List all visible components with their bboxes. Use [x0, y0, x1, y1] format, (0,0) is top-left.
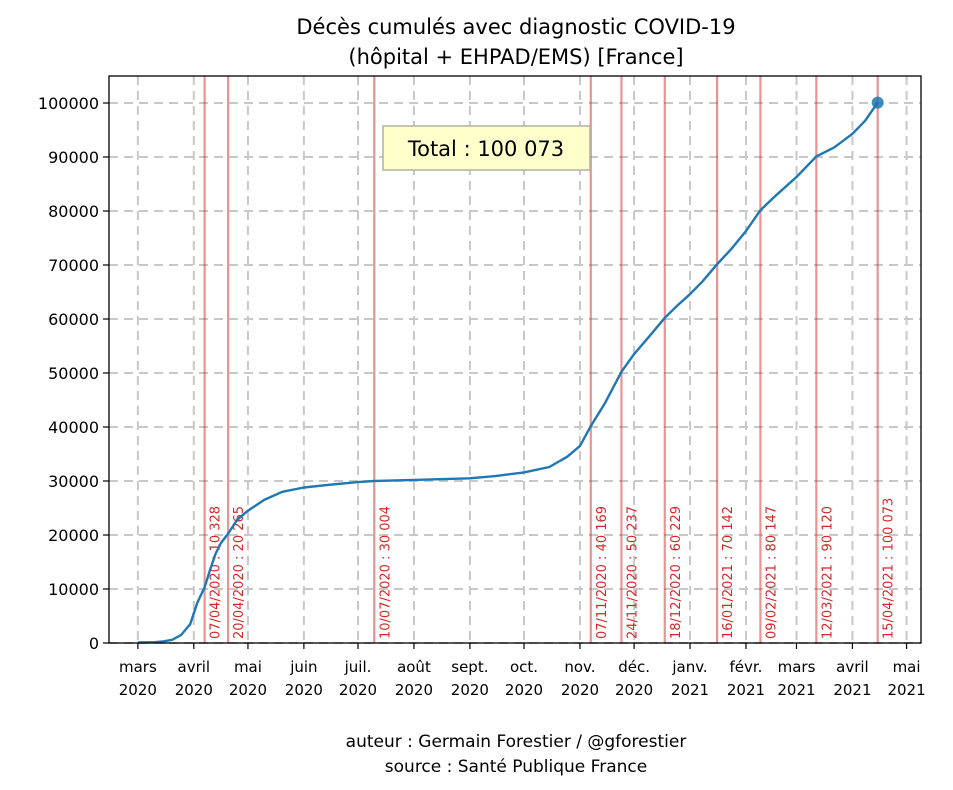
x-tick-label-month: mai [234, 658, 262, 676]
x-tick-label-month: mars [778, 658, 816, 676]
x-tick-label-month: mai [893, 658, 921, 676]
total-annotation-box [382, 125, 591, 171]
marker-label: 12/03/2021 : 90 120 [820, 506, 835, 639]
y-tick-label: 10000 [48, 580, 99, 599]
marker-label: 09/02/2021 : 80 147 [764, 506, 779, 639]
marker-label: 10/07/2020 : 30 004 [378, 506, 393, 639]
y-tick-label: 70000 [48, 256, 99, 275]
x-tick-label-month: oct. [510, 658, 538, 676]
x-tick-label-month: mars [119, 658, 157, 676]
x-tick-label-year: 2020 [505, 681, 543, 699]
x-tick-label-year: 2020 [451, 681, 489, 699]
x-tick-label-year: 2020 [119, 681, 157, 699]
chart-title-line-2: (hôpital + EHPAD/EMS) [France] [348, 45, 683, 69]
x-tick-label-month: avril [836, 658, 869, 676]
marker-label: 16/01/2021 : 70 142 [721, 506, 736, 639]
x-tick-label-year: 2021 [833, 681, 871, 699]
series-layer [137, 96, 884, 644]
x-tick-label-month: nov. [564, 658, 595, 676]
x-tick-label-month: juil. [344, 658, 372, 676]
x-tick-label-year: 2020 [395, 681, 433, 699]
marker-label: 18/12/2020 : 60 229 [669, 506, 684, 639]
x-axis: mars 2020 avril 2020 mai 2020 juin 2020 juil. 202… [119, 643, 926, 699]
x-tick-label-year: 2021 [777, 681, 815, 699]
marker-label: 07/04/2020 : 10 328 [209, 506, 224, 639]
x-tick-label-year: 2020 [175, 681, 213, 699]
x-tick-label-month: déc. [618, 658, 650, 676]
x-tick-label-year: 2021 [727, 681, 765, 699]
y-tick-label: 40000 [48, 418, 99, 437]
x-tick-label-year: 2021 [887, 681, 925, 699]
x-tick-label-year: 2021 [671, 681, 709, 699]
x-tick-label-year: 2020 [615, 681, 653, 699]
x-tick-label-year: 2020 [285, 681, 323, 699]
marker-label: 24/11/2020 : 50 237 [625, 506, 640, 639]
marker-label: 20/04/2020 : 20 265 [232, 506, 247, 639]
footer-source: source : Santé Publique France [385, 757, 647, 777]
x-tick-label-month: janv. [671, 658, 707, 676]
total-annotation-text: Total : 100 073 [407, 137, 564, 161]
plot-frame [108, 75, 922, 644]
x-tick-label-month: août [397, 658, 431, 676]
y-tick-label: 90000 [48, 148, 99, 167]
x-tick-label-month: avril [178, 658, 211, 676]
vertical-markers: 07/04/2020 : 10 328 20/04/2020 : 20 265 10… [203, 76, 897, 643]
marker-label: 07/11/2020 : 40 169 [595, 506, 610, 639]
y-axis: 0 10000 20000 30000 40000 50000 60000 70000 8000… [38, 94, 109, 653]
y-tick-label: 20000 [48, 526, 99, 545]
marker-label: 15/04/2021 : 100 073 [882, 498, 897, 639]
x-tick-label-year: 2020 [561, 681, 599, 699]
x-tick-label-year: 2020 [339, 681, 377, 699]
x-tick-label-month: juin [289, 658, 317, 676]
endpoint-marker [871, 96, 884, 109]
x-tick-label-year: 2020 [229, 681, 267, 699]
y-tick-label: 50000 [48, 364, 99, 383]
footer-author: auteur : Germain Forestier / @gforestier [346, 732, 687, 752]
chart-title-line-1: Décès cumulés avec diagnostic COVID-19 [296, 15, 735, 39]
y-tick-label: 0 [89, 634, 99, 653]
y-tick-label: 30000 [48, 472, 99, 491]
y-tick-label: 60000 [48, 310, 99, 329]
y-tick-label: 100000 [38, 94, 99, 113]
x-tick-label-month: févr. [729, 658, 762, 676]
y-tick-label: 80000 [48, 202, 99, 221]
x-tick-label-month: sept. [451, 658, 488, 676]
total-annotation: Total : 100 073 [382, 125, 591, 171]
series-line [137, 101, 879, 644]
